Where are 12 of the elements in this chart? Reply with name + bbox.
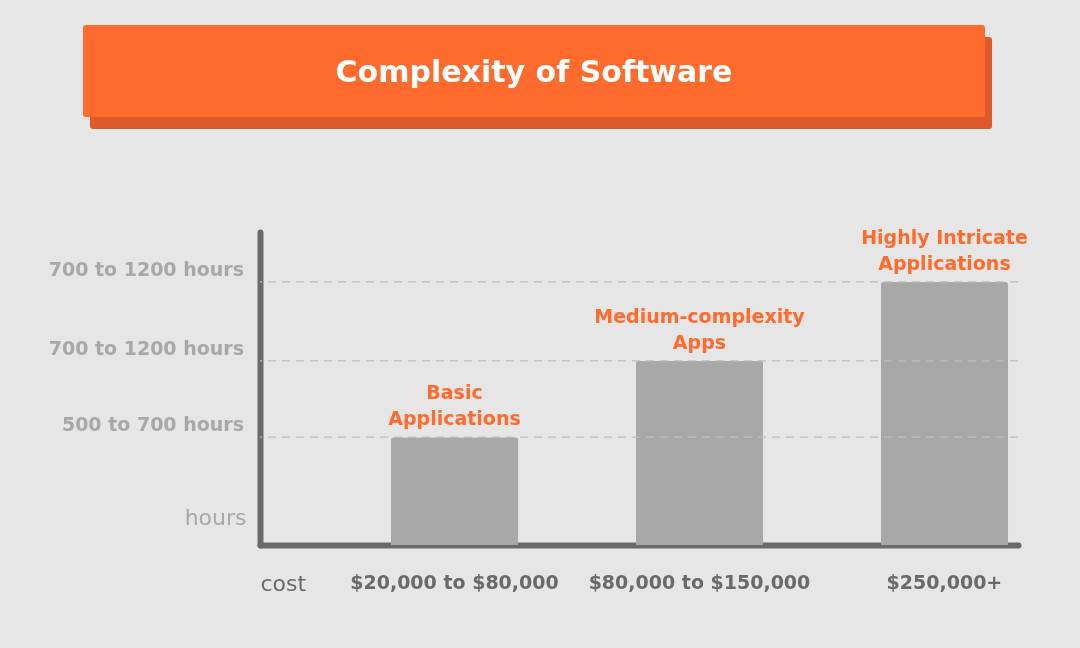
y-axis-title: hours (184, 504, 247, 530)
annotation: Medium-complexity Apps (594, 304, 806, 353)
ref-line-label: 700 to 1200 hours (48, 257, 244, 280)
x-tick-label: $80,000 to $150,000 (588, 570, 811, 593)
chart-title: Complexity of Software (335, 53, 733, 89)
ref-line-label: 500 to 700 hours (61, 413, 244, 436)
x-tick-label: $20,000 to $80,000 (350, 570, 559, 593)
annotation: Highly Intricate Applications (861, 225, 1028, 274)
annotation: Basic Applications (388, 381, 521, 430)
x-tick-label: $250,000+ (886, 570, 1003, 593)
ref-line-label: 700 to 1200 hours (48, 336, 244, 359)
x-axis-title: cost (260, 570, 307, 596)
